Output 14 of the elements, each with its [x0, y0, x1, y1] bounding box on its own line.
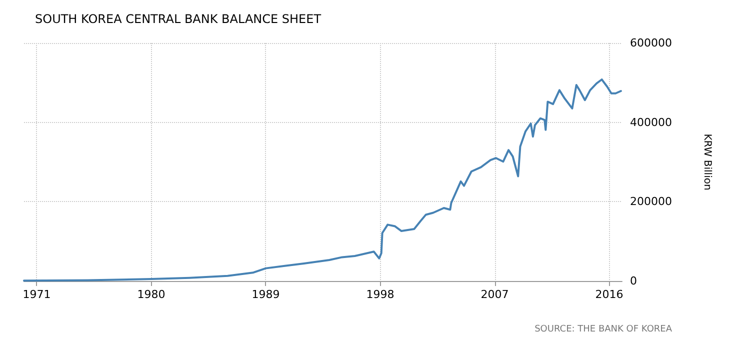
- x-tick-label: 1971: [22, 288, 51, 301]
- y-tick-label: 600000: [630, 36, 672, 50]
- x-tick-label: 1998: [366, 288, 394, 301]
- y-axis-title: KRW Billion: [702, 134, 712, 190]
- y-tick-label: 0: [630, 274, 637, 288]
- x-tick-label: 1989: [252, 288, 280, 301]
- y-tick-label: 400000: [630, 116, 672, 129]
- x-tick-label: 1980: [137, 288, 166, 301]
- chart-title: SOUTH KOREA CENTRAL BANK BALANCE SHEET: [35, 12, 322, 26]
- x-tick-label: 2007: [480, 288, 509, 301]
- y-tick-label: 200000: [630, 195, 672, 208]
- source-note: SOURCE: THE BANK OF KOREA: [534, 324, 673, 334]
- line-series: [23, 78, 622, 282]
- x-tick-label: 2016: [595, 288, 624, 301]
